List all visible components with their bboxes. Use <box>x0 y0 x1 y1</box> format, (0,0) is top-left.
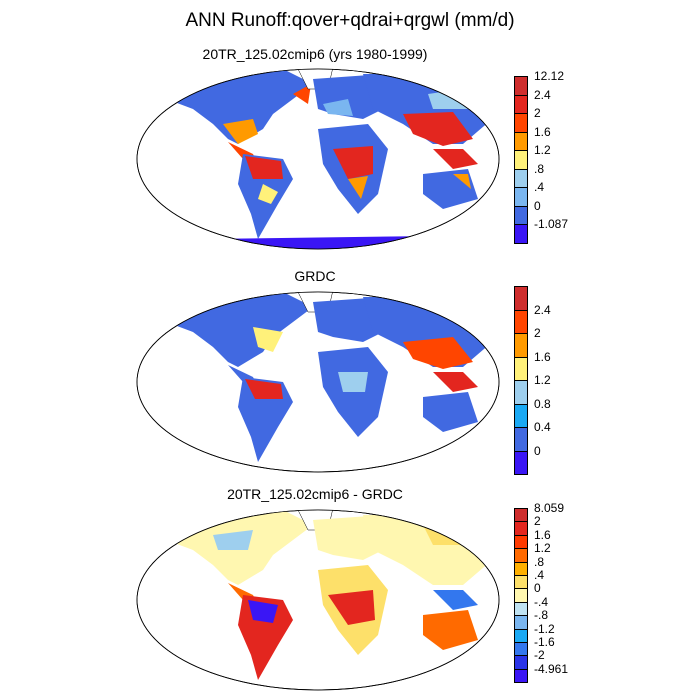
colorbar-box <box>514 668 528 684</box>
colorbar-label: -4.961 <box>534 661 569 676</box>
colorbar-box <box>514 168 528 188</box>
colorbar-box <box>514 286 528 311</box>
colorbar-label: .8 <box>534 161 545 176</box>
panel-2-map <box>136 291 500 473</box>
colorbar-label: .8 <box>534 554 545 569</box>
colorbar-label: 2 <box>534 326 541 340</box>
colorbar-box <box>514 655 528 670</box>
colorbar-box <box>514 403 528 428</box>
colorbar-label: 1.2 <box>534 143 551 157</box>
colorbar-label: 2 <box>534 514 541 529</box>
colorbar-box <box>514 131 528 151</box>
colorbar-box <box>514 224 528 244</box>
colorbar-box <box>514 628 528 643</box>
continents-panel-2 <box>153 292 498 462</box>
colorbar-box <box>514 534 528 550</box>
colorbar-box <box>514 380 528 405</box>
colorbar-label: 12.12 <box>534 69 565 83</box>
colorbar-box <box>514 76 528 96</box>
figure-title: ANN Runoff:qover+qdrai+qrgwl (mm/d) <box>185 10 515 31</box>
colorbar-box <box>514 356 528 381</box>
colorbar-box <box>514 113 528 133</box>
colorbar-box <box>514 508 528 523</box>
colorbar-label: .4 <box>534 568 545 582</box>
colorbar-label: 0 <box>534 443 541 458</box>
colorbar-label: -1.6 <box>534 635 555 649</box>
panel-1-title: 20TR_125.02cmip6 (yrs 1980-1999) <box>202 46 428 62</box>
colorbar-box <box>514 642 528 657</box>
colorbar-box <box>514 333 528 358</box>
colorbar-box <box>514 601 528 617</box>
colorbar-label: 1.6 <box>534 349 551 364</box>
colorbar-box <box>514 309 528 334</box>
colorbar-label: -1.087 <box>534 217 569 231</box>
colorbar-label: 0.8 <box>534 396 551 411</box>
colorbar-box <box>514 615 528 630</box>
panel-3-map <box>136 509 500 691</box>
colorbar-box <box>514 187 528 207</box>
colorbar-label: 1.6 <box>534 124 551 139</box>
colorbar-box <box>514 94 528 114</box>
colorbar-label: 0 <box>534 581 541 596</box>
colorbar-label: 8.059 <box>534 501 565 515</box>
colorbar-label: 1.6 <box>534 527 551 542</box>
colorbar-box <box>514 588 528 603</box>
colorbar-box <box>514 427 528 452</box>
panel-1-map <box>136 68 500 250</box>
colorbar-label: 0 <box>534 198 541 213</box>
colorbar-label: -.8 <box>534 608 549 623</box>
colorbar-box <box>514 150 528 170</box>
colorbar-label: 2.4 <box>534 87 551 102</box>
colorbar-box <box>514 450 528 475</box>
colorbar-label: 2.4 <box>534 302 551 317</box>
panel-3-title: 20TR_125.02cmip6 - GRDC <box>227 486 403 502</box>
colorbar-label: 1.2 <box>534 373 551 387</box>
continents-panel-1 <box>153 69 498 249</box>
colorbar-box <box>514 521 528 536</box>
colorbar-box <box>514 561 528 576</box>
colorbar-label: -.4 <box>534 594 549 609</box>
panel-3-colorbar: -4.961 -2 -1.6 -1.2 -.8 -.4 0.4.8 1.2 1.6 2 8.059 <box>514 501 604 688</box>
colorbar-label: -1.2 <box>534 621 555 636</box>
colorbar-label: 2 <box>534 106 541 120</box>
colorbar-label: 1.2 <box>534 541 551 556</box>
colorbar-box <box>514 548 528 563</box>
colorbar-label: .4 <box>534 180 545 194</box>
colorbar-label: 0.4 <box>534 420 551 434</box>
panel-2-colorbar: 0 0.4 0.8 1.2 1.6 2 2.4 <box>514 286 604 476</box>
colorbar-box <box>514 575 528 590</box>
panel-1-colorbar: -1.087 0 .4 .8 1.2 1.6 2 2.4 12.12 <box>514 69 604 246</box>
colorbar-label: -2 <box>534 648 545 663</box>
panel-2-title: GRDC <box>294 268 336 284</box>
colorbar-box <box>514 205 528 225</box>
